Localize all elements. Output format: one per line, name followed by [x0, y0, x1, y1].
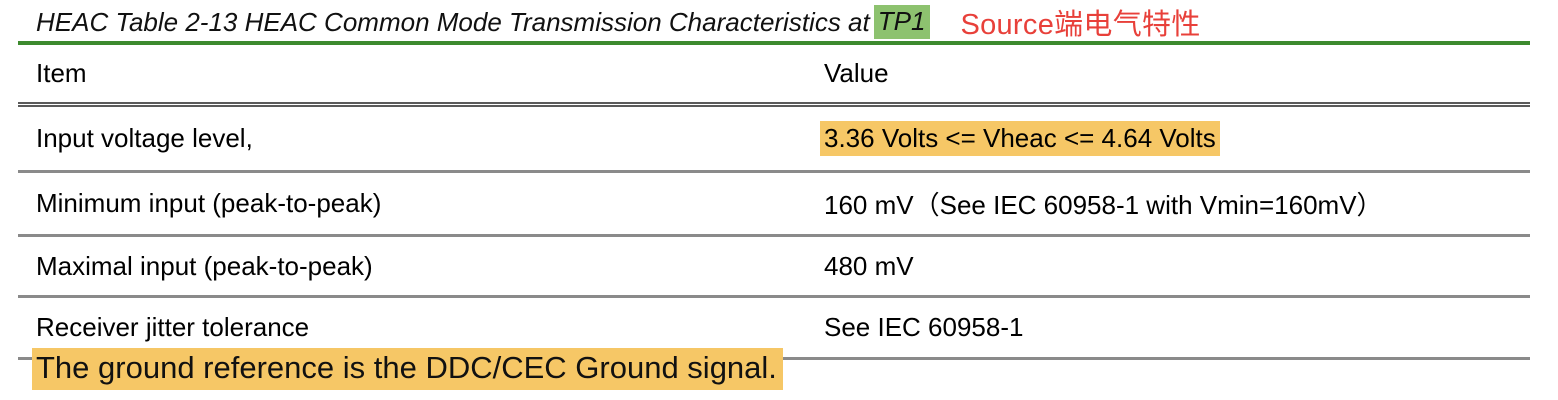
table-row: Input voltage level, 3.36 Volts <= Vheac…	[18, 107, 1530, 170]
table-row: Receiver jitter tolerance See IEC 60958-…	[18, 298, 1530, 357]
row-divider	[18, 234, 1530, 237]
header-value: Value	[824, 58, 889, 88]
tp1-highlight: TP1	[873, 5, 931, 39]
table-caption: HEAC Table 2-13 HEAC Common Mode Transmi…	[36, 2, 1201, 42]
ground-reference-note: The ground reference is the DDC/CEC Grou…	[32, 348, 783, 390]
table-header-row: Item Value	[18, 45, 1530, 102]
row-item: Maximal input (peak-to-peak)	[36, 250, 373, 281]
caption-rule	[18, 41, 1530, 45]
header-item: Item	[36, 58, 87, 88]
table-row: Maximal input (peak-to-peak) 480 mV	[18, 237, 1530, 295]
row-value: See IEC 60958-1	[824, 312, 1024, 342]
row-item: Input voltage level,	[36, 123, 253, 153]
characteristics-table: Item Value Input voltage level, 3.36 Vol…	[18, 45, 1530, 360]
row-item: Minimum input (peak-to-peak)	[36, 188, 382, 218]
annotation-note: Source端电气特性	[960, 9, 1201, 41]
row-item: Receiver jitter tolerance	[36, 312, 310, 342]
voltage-highlight: 3.36 Volts <= Vheac <= 4.64 Volts	[820, 121, 1220, 156]
row-divider	[18, 170, 1530, 173]
row-divider	[18, 295, 1530, 298]
row-value: 480 mV	[824, 250, 914, 281]
row-value: 160 mV（See IEC 60958-1 with Vmin=160mV）	[824, 190, 1383, 220]
table-row: Minimum input (peak-to-peak) 160 mV（See …	[18, 173, 1530, 234]
row-value: 3.36 Volts <= Vheac <= 4.64 Volts	[820, 121, 1220, 156]
caption-title: HEAC Table 2-13 HEAC Common Mode Transmi…	[36, 6, 870, 37]
header-divider	[18, 102, 1530, 107]
